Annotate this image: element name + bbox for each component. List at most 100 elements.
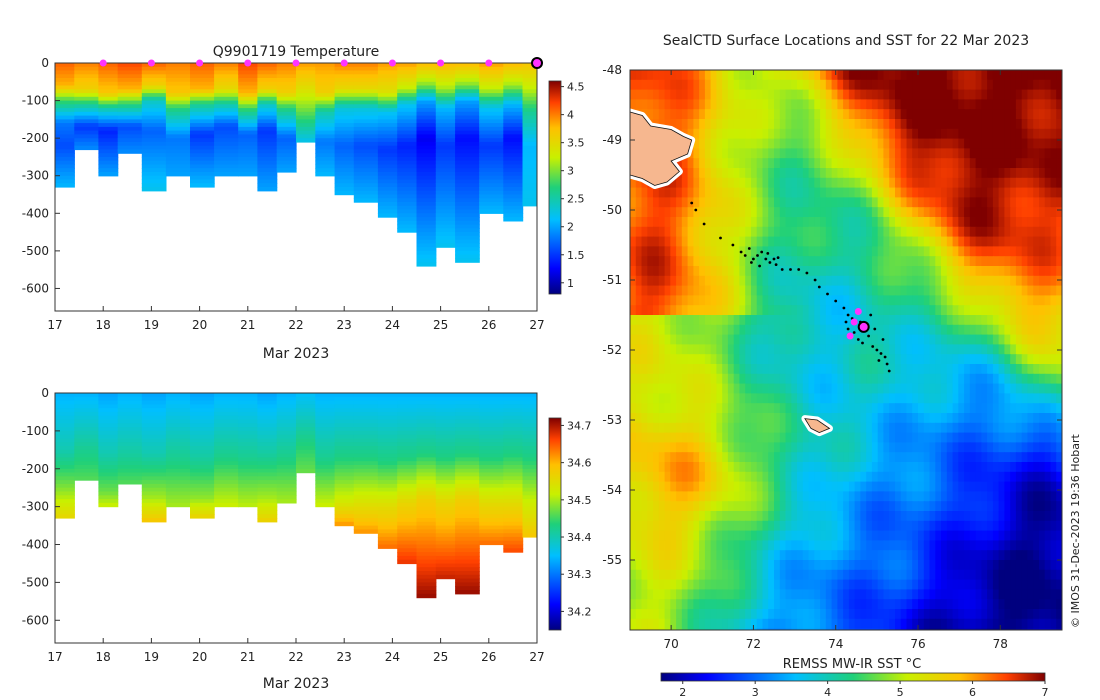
sst-cell [889,207,896,218]
sst-cell [1027,442,1034,453]
sst-cell [1039,471,1046,483]
salinity-cell [214,430,239,436]
salinity-cell [238,476,259,481]
sst-cell [653,207,660,218]
sst-cell [843,285,850,297]
sst-cell [843,217,850,228]
temperature-cell [117,111,143,117]
sst-cell [1062,99,1069,110]
sst-cell [992,471,1000,483]
temperature-cell [503,179,524,184]
salinity-cell [435,427,456,432]
sst-cell [710,109,718,120]
sst-cell [871,442,879,453]
sst-cell [751,99,758,110]
sst-cell [647,413,654,424]
sst-cell [699,89,706,101]
temperature-cell [455,220,480,226]
sst-cell [969,315,977,326]
sst-cell [751,226,758,238]
sst-cell [779,148,787,159]
salinity-cell [117,396,143,402]
salinity-cell [315,396,336,402]
sst-cell [704,452,712,463]
temperature-cell [416,74,437,79]
temperature-cell [334,81,355,87]
temperature-cell [238,130,259,135]
sst-cell [906,324,913,336]
sst-cell [808,158,816,169]
sst-cell [1039,422,1046,434]
sst-cell [1062,188,1069,199]
sst-cell [658,285,666,297]
salinity-cell [353,442,379,447]
sst-cell [906,70,913,81]
temperature-cell [416,247,437,252]
sst-cell [1021,354,1029,365]
sst-cell [676,226,683,238]
temperature-title: Q9901719 Temperature [213,44,380,60]
temperature-cell [435,126,456,132]
salinity-cell [397,529,418,534]
salinity-cell [435,449,456,455]
temperature-cell [503,74,524,79]
sst-cell [843,89,850,101]
sst-cell [704,187,712,199]
temperature-cell [435,160,456,166]
salinity-profile [74,393,99,481]
sst-cell [981,344,988,355]
sst-cell [774,364,781,375]
sst-cell [814,217,821,228]
temperature-xtick-label: 19 [144,318,159,332]
sst-cell [814,315,821,326]
sst-cell [1021,422,1029,434]
sst-cell [797,119,804,130]
sst-cell [1044,373,1052,385]
salinity-cell [98,446,119,451]
sst-cell [1027,315,1034,326]
sst-cell [1004,373,1011,385]
sst-cell [704,295,712,306]
temperature-cell [190,172,215,177]
sst-cell [998,275,1006,287]
sst-cell [958,393,965,404]
sst-cell [779,226,787,238]
temperature-cell [74,93,99,98]
sst-cell [1027,432,1034,444]
sst-cell [693,99,700,110]
temperature-cell [377,70,398,75]
sst-cell [825,266,833,277]
sst-cell [693,226,700,238]
sst-cell [1050,168,1057,179]
sst-cell [693,452,700,463]
sst-cell [681,393,689,404]
sst-cell [653,187,660,199]
sst-cell [762,89,769,101]
temperature-cell [141,81,167,87]
sst-cell [716,275,723,287]
sst-cell [802,285,810,297]
sst-cell [704,99,712,110]
sst-cell [802,158,810,169]
salinity-cell [455,438,480,443]
temperature-cell [190,63,215,68]
salinity-cell [165,465,191,470]
salinity-cell [74,476,99,481]
sst-cell [699,442,706,453]
salinity-cell [141,461,167,466]
sst-cell [969,217,977,228]
sst-cell [808,452,816,463]
sst-cell [745,462,752,473]
sst-cell [906,295,913,306]
temperature-cell [353,123,379,128]
salinity-cell [190,483,215,489]
sst-cell [825,373,833,385]
sst-cell [756,168,764,179]
sst-cell [941,246,948,257]
sst-cell [727,452,735,463]
sst-cell [900,187,908,199]
sst-cell [958,275,965,287]
sst-cell [906,285,913,297]
temperature-cell [257,153,278,158]
sst-cell [641,187,648,199]
